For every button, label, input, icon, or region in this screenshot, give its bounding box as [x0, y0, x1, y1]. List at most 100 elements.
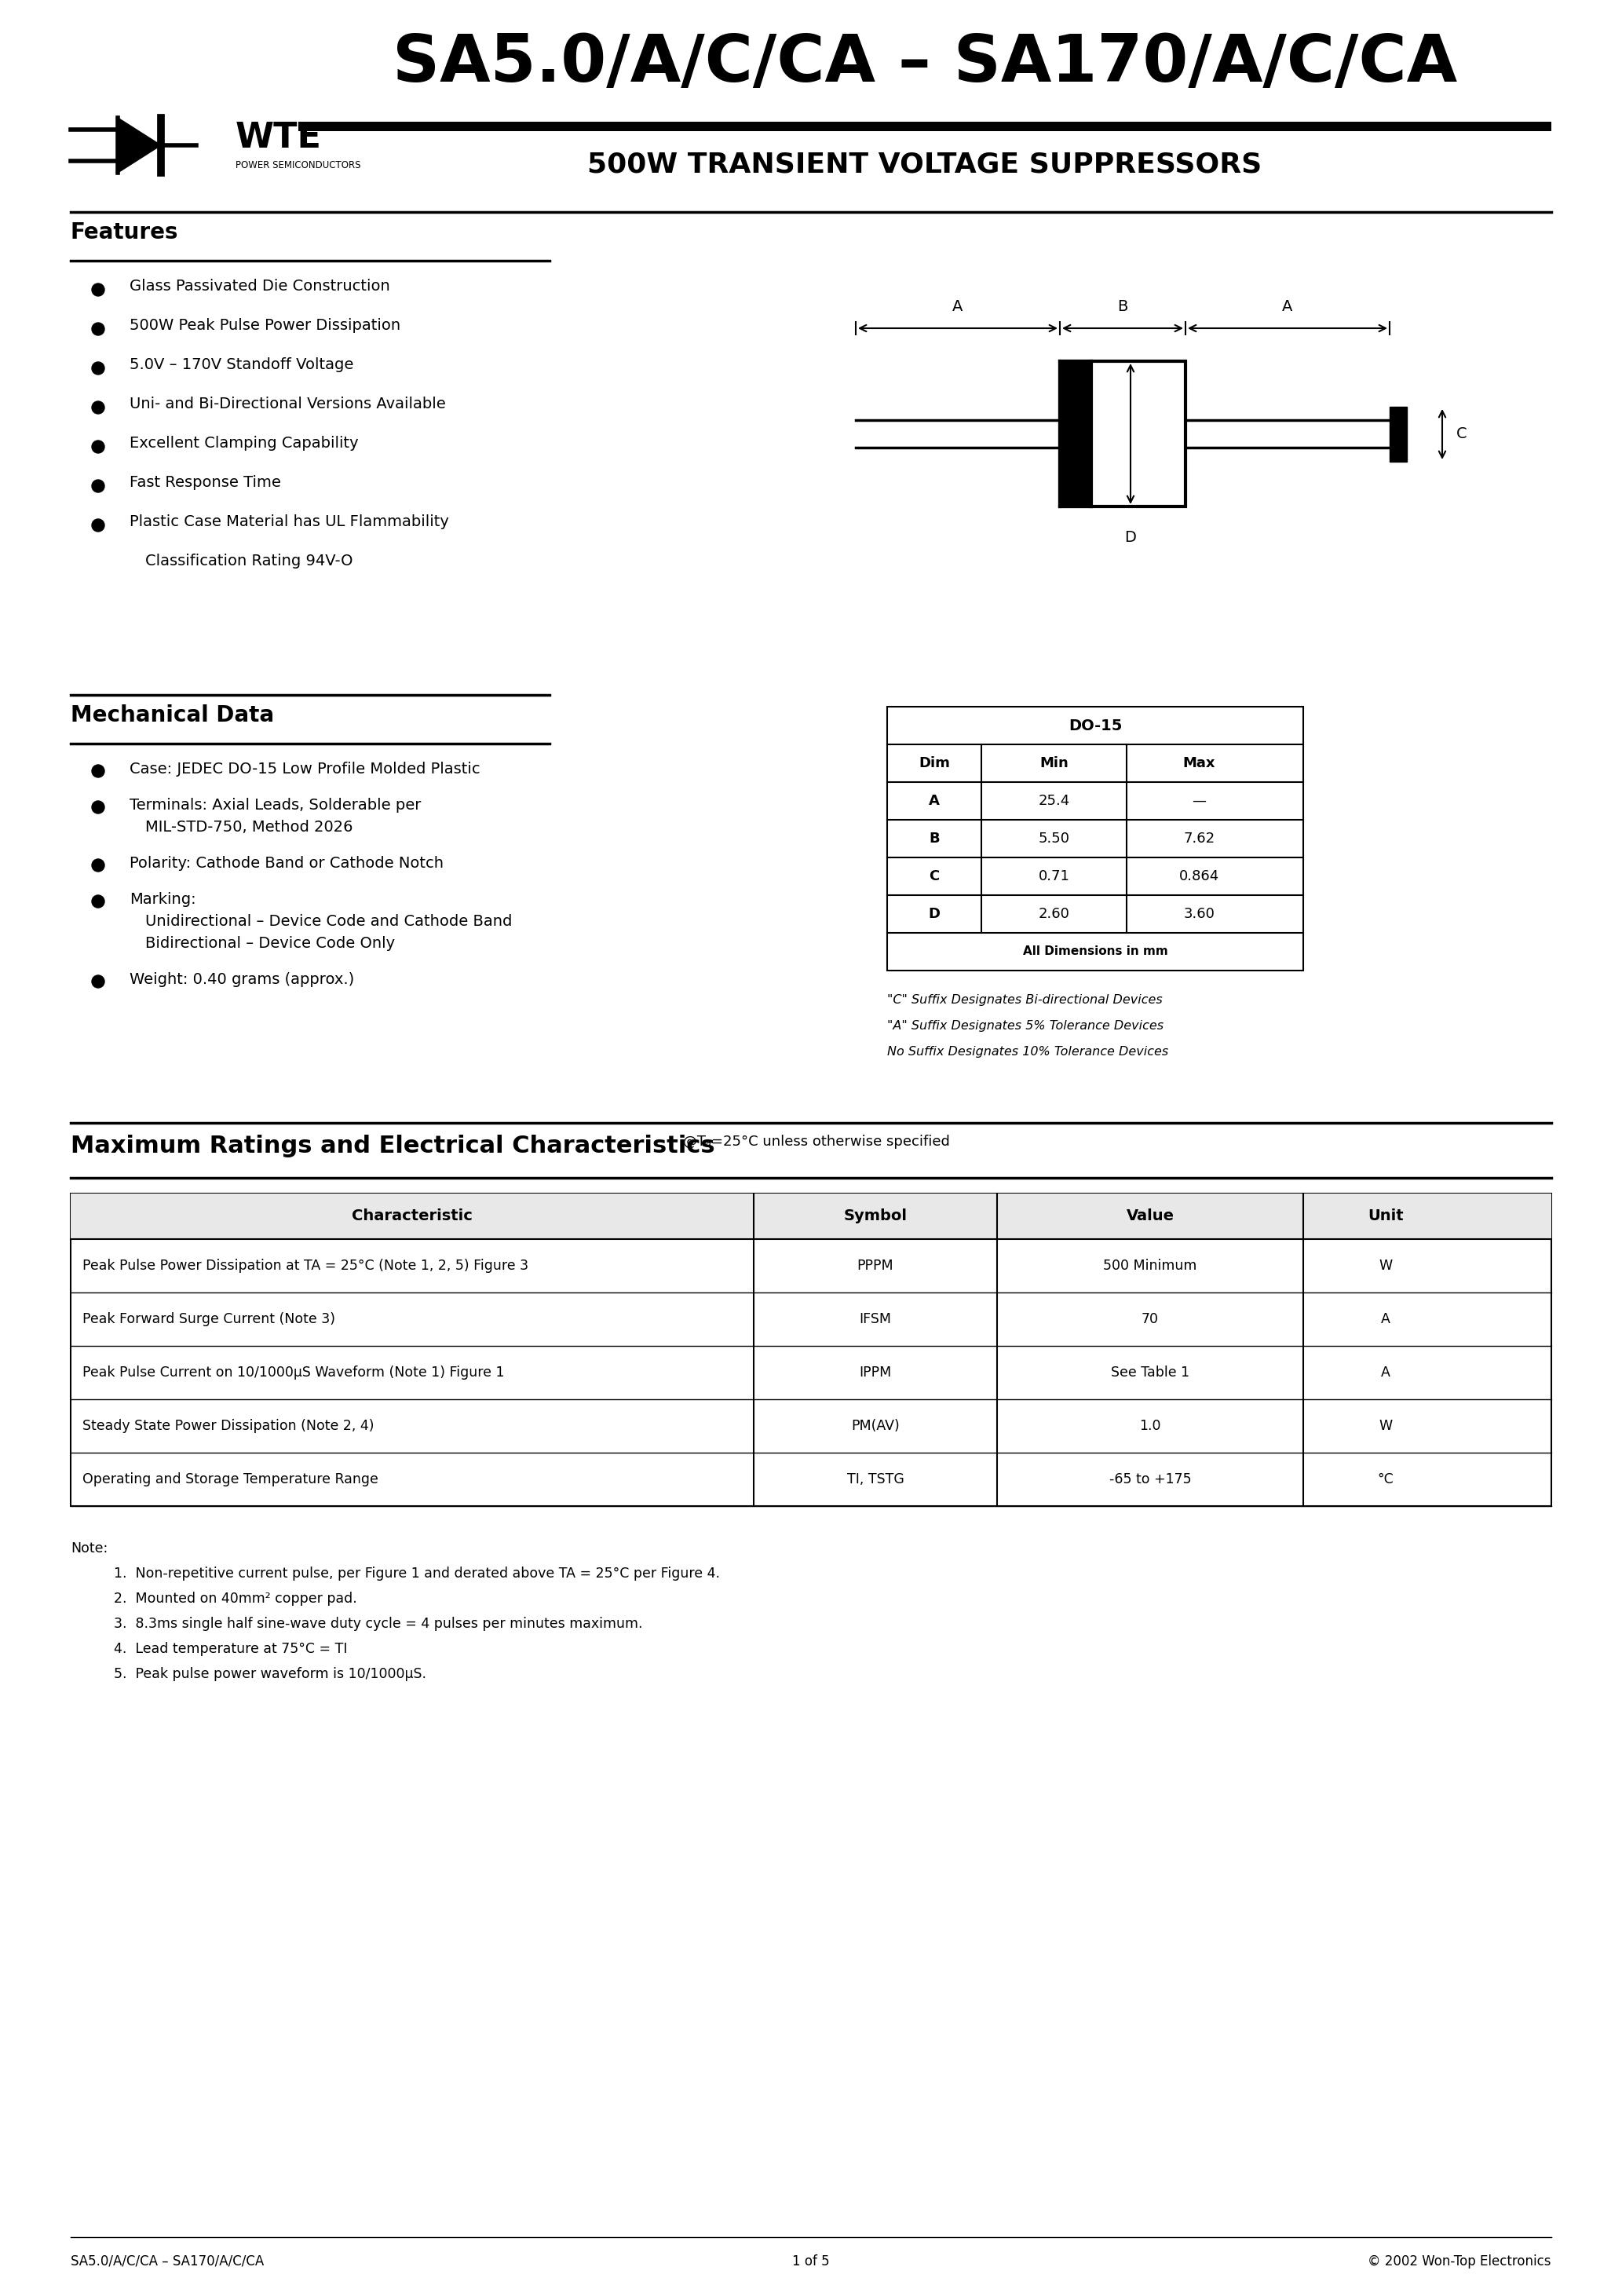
Bar: [887, 707, 1302, 971]
Text: 5.  Peak pulse power waveform is 10/1000μS.: 5. Peak pulse power waveform is 10/1000μ…: [114, 1667, 427, 1681]
Text: Bidirectional – Device Code Only: Bidirectional – Device Code Only: [146, 937, 396, 951]
Text: "A" Suffix Designates 5% Tolerance Devices: "A" Suffix Designates 5% Tolerance Devic…: [887, 1019, 1163, 1031]
Bar: [1390, 406, 1406, 461]
Text: 1 of 5: 1 of 5: [792, 2255, 830, 2268]
Text: 7.62: 7.62: [1184, 831, 1215, 845]
Text: 4.  Lead temperature at 75°C = TI: 4. Lead temperature at 75°C = TI: [114, 1642, 347, 1655]
Text: A: A: [929, 794, 939, 808]
Circle shape: [92, 441, 104, 452]
Text: W: W: [1379, 1419, 1392, 1433]
Circle shape: [92, 765, 104, 778]
Text: D: D: [1124, 530, 1137, 544]
Text: SA5.0/A/C/CA – SA170/A/C/CA: SA5.0/A/C/CA – SA170/A/C/CA: [393, 32, 1457, 94]
Text: MIL-STD-750, Method 2026: MIL-STD-750, Method 2026: [146, 820, 354, 836]
Text: C: C: [1457, 427, 1466, 441]
Text: Max: Max: [1182, 755, 1215, 769]
Text: 1.0: 1.0: [1139, 1419, 1161, 1433]
Text: Peak Pulse Current on 10/1000μS Waveform (Note 1) Figure 1: Peak Pulse Current on 10/1000μS Waveform…: [83, 1366, 504, 1380]
Bar: [71, 1194, 1551, 1240]
Bar: [71, 1194, 1551, 1506]
Text: 5.50: 5.50: [1038, 831, 1069, 845]
Text: 3.60: 3.60: [1184, 907, 1215, 921]
Text: PPPM: PPPM: [856, 1258, 894, 1272]
Text: See Table 1: See Table 1: [1111, 1366, 1189, 1380]
Circle shape: [92, 519, 104, 533]
Circle shape: [92, 363, 104, 374]
Text: Case: JEDEC DO-15 Low Profile Molded Plastic: Case: JEDEC DO-15 Low Profile Molded Pla…: [130, 762, 480, 776]
Text: C: C: [929, 870, 939, 884]
Circle shape: [92, 895, 104, 907]
Text: Dim: Dim: [918, 755, 950, 769]
Text: 3.  8.3ms single half sine-wave duty cycle = 4 pulses per minutes maximum.: 3. 8.3ms single half sine-wave duty cycl…: [114, 1616, 642, 1630]
Text: No Suffix Designates 10% Tolerance Devices: No Suffix Designates 10% Tolerance Devic…: [887, 1047, 1168, 1058]
Text: 0.71: 0.71: [1038, 870, 1069, 884]
Circle shape: [92, 480, 104, 491]
Text: 2.  Mounted on 40mm² copper pad.: 2. Mounted on 40mm² copper pad.: [114, 1591, 357, 1605]
Circle shape: [92, 324, 104, 335]
Text: SA5.0/A/C/CA – SA170/A/C/CA: SA5.0/A/C/CA – SA170/A/C/CA: [71, 2255, 264, 2268]
Text: B: B: [1118, 298, 1127, 315]
Text: Marking:: Marking:: [130, 893, 196, 907]
Text: W: W: [1379, 1258, 1392, 1272]
Text: @Tₐ=25°C unless otherwise specified: @Tₐ=25°C unless otherwise specified: [683, 1134, 950, 1148]
Text: 0.864: 0.864: [1179, 870, 1220, 884]
Text: Value: Value: [1126, 1210, 1174, 1224]
Text: 500W Peak Pulse Power Dissipation: 500W Peak Pulse Power Dissipation: [130, 319, 401, 333]
Text: 1.  Non-repetitive current pulse, per Figure 1 and derated above TA = 25°C per F: 1. Non-repetitive current pulse, per Fig…: [114, 1566, 720, 1580]
Text: All Dimensions in mm: All Dimensions in mm: [1023, 946, 1168, 957]
Text: -65 to +175: -65 to +175: [1109, 1472, 1191, 1486]
Text: 500W TRANSIENT VOLTAGE SUPPRESSORS: 500W TRANSIENT VOLTAGE SUPPRESSORS: [587, 152, 1262, 179]
Bar: [1059, 360, 1186, 507]
Text: A: A: [1380, 1311, 1390, 1327]
Text: Features: Features: [71, 220, 178, 243]
Text: Fast Response Time: Fast Response Time: [130, 475, 281, 489]
Bar: [298, 122, 1551, 131]
Text: PM(AV): PM(AV): [852, 1419, 900, 1433]
Text: A: A: [952, 298, 963, 315]
Text: Glass Passivated Die Construction: Glass Passivated Die Construction: [130, 278, 389, 294]
Text: Mechanical Data: Mechanical Data: [71, 705, 274, 726]
Bar: [1059, 360, 1092, 507]
Text: TI, TSTG: TI, TSTG: [847, 1472, 903, 1486]
Circle shape: [92, 859, 104, 872]
Text: A: A: [1283, 298, 1293, 315]
Text: 25.4: 25.4: [1038, 794, 1071, 808]
Text: Steady State Power Dissipation (Note 2, 4): Steady State Power Dissipation (Note 2, …: [83, 1419, 375, 1433]
Text: DO-15: DO-15: [1069, 719, 1122, 732]
Text: Peak Forward Surge Current (Note 3): Peak Forward Surge Current (Note 3): [83, 1311, 336, 1327]
Text: D: D: [928, 907, 941, 921]
Text: A: A: [1380, 1366, 1390, 1380]
Text: Note:: Note:: [71, 1541, 107, 1554]
Circle shape: [92, 282, 104, 296]
Text: IFSM: IFSM: [860, 1311, 892, 1327]
Text: 2.60: 2.60: [1038, 907, 1069, 921]
Text: 5.0V – 170V Standoff Voltage: 5.0V – 170V Standoff Voltage: [130, 358, 354, 372]
Text: —: —: [1192, 794, 1207, 808]
Text: Unit: Unit: [1367, 1210, 1403, 1224]
Text: © 2002 Won-Top Electronics: © 2002 Won-Top Electronics: [1367, 2255, 1551, 2268]
Text: Peak Pulse Power Dissipation at TA = 25°C (Note 1, 2, 5) Figure 3: Peak Pulse Power Dissipation at TA = 25°…: [83, 1258, 529, 1272]
Text: "C" Suffix Designates Bi-directional Devices: "C" Suffix Designates Bi-directional Dev…: [887, 994, 1163, 1006]
Text: Uni- and Bi-Directional Versions Available: Uni- and Bi-Directional Versions Availab…: [130, 397, 446, 411]
Circle shape: [92, 976, 104, 987]
Circle shape: [92, 402, 104, 413]
Polygon shape: [118, 117, 161, 172]
Text: B: B: [929, 831, 939, 845]
Text: Min: Min: [1040, 755, 1069, 769]
Text: Plastic Case Material has UL Flammability: Plastic Case Material has UL Flammabilit…: [130, 514, 449, 530]
Text: Terminals: Axial Leads, Solderable per: Terminals: Axial Leads, Solderable per: [130, 797, 422, 813]
Text: Unidirectional – Device Code and Cathode Band: Unidirectional – Device Code and Cathode…: [146, 914, 513, 930]
Text: Excellent Clamping Capability: Excellent Clamping Capability: [130, 436, 358, 450]
Text: Operating and Storage Temperature Range: Operating and Storage Temperature Range: [83, 1472, 378, 1486]
Text: WTE: WTE: [235, 119, 321, 154]
Text: Symbol: Symbol: [843, 1210, 907, 1224]
Text: Polarity: Cathode Band or Cathode Notch: Polarity: Cathode Band or Cathode Notch: [130, 856, 443, 870]
Text: 500 Minimum: 500 Minimum: [1103, 1258, 1197, 1272]
Text: Classification Rating 94V-O: Classification Rating 94V-O: [146, 553, 354, 569]
Text: 70: 70: [1142, 1311, 1158, 1327]
Text: Maximum Ratings and Electrical Characteristics: Maximum Ratings and Electrical Character…: [71, 1134, 715, 1157]
Text: POWER SEMICONDUCTORS: POWER SEMICONDUCTORS: [235, 161, 360, 170]
Text: °C: °C: [1377, 1472, 1393, 1486]
Circle shape: [92, 801, 104, 813]
Text: Characteristic: Characteristic: [352, 1210, 472, 1224]
